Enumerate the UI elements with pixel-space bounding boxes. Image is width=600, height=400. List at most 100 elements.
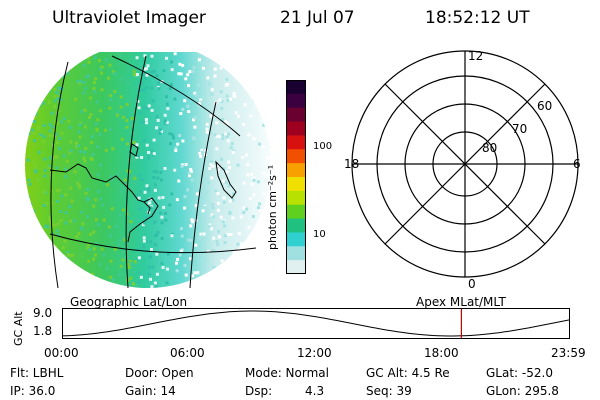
speckle-pixel xyxy=(176,142,180,146)
speckle-pixel xyxy=(221,136,225,140)
speckle-pixel xyxy=(143,190,147,194)
speckle-pixel xyxy=(118,273,122,277)
speckle-pixel xyxy=(30,81,34,85)
speckle-pixel xyxy=(227,166,231,169)
speckle-pixel xyxy=(160,221,164,225)
speckle-pixel xyxy=(78,123,82,127)
speckle-pixel xyxy=(235,277,239,281)
speckle-pixel xyxy=(143,54,147,58)
speckle-pixel xyxy=(47,81,51,85)
speckle-pixel xyxy=(121,258,125,262)
speckle-pixel xyxy=(169,142,173,146)
speckle-pixel xyxy=(269,156,270,160)
speckle-pixel xyxy=(29,221,33,225)
speckle-pixel xyxy=(45,235,49,239)
speckle-pixel xyxy=(149,206,153,210)
speckle-pixel xyxy=(262,265,266,269)
speckle-pixel xyxy=(245,153,248,157)
speckle-pixel xyxy=(145,86,149,90)
speckle-pixel xyxy=(198,102,201,106)
longitude-line xyxy=(189,101,217,288)
speckle-pixel xyxy=(65,159,69,163)
speckle-pixel xyxy=(166,267,169,271)
speckle-pixel xyxy=(258,202,262,206)
speckle-pixel xyxy=(94,77,98,81)
speckle-pixel xyxy=(93,253,97,257)
speckle-pixel xyxy=(213,133,217,137)
speckle-pixel xyxy=(216,168,220,172)
speckle-pixel xyxy=(199,154,203,158)
geographic-caption: Geographic Lat/Lon xyxy=(70,295,188,309)
speckle-pixel xyxy=(68,260,72,264)
speckle-pixel xyxy=(227,184,231,188)
speckle-pixel xyxy=(30,97,33,101)
speckle-pixel xyxy=(86,246,90,250)
speckle-pixel xyxy=(156,176,160,180)
speckle-pixel xyxy=(229,97,232,101)
speckle-pixel xyxy=(74,141,78,145)
speckle-pixel xyxy=(209,159,213,163)
speckle-pixel xyxy=(27,153,31,157)
speckle-pixel xyxy=(25,238,27,242)
speckle-pixel xyxy=(215,121,219,125)
speckle-pixel xyxy=(189,257,192,261)
speckle-pixel xyxy=(63,59,67,63)
speckle-pixel xyxy=(113,71,117,75)
speckle-pixel xyxy=(217,230,221,234)
speckle-pixel xyxy=(166,107,170,111)
speckle-pixel xyxy=(145,143,149,147)
speckle-pixel xyxy=(57,189,61,193)
speckle-pixel xyxy=(186,73,190,77)
speckle-pixel xyxy=(150,108,154,112)
speckle-pixel xyxy=(205,127,209,131)
speckle-pixel xyxy=(131,188,135,192)
speckle-pixel xyxy=(125,103,129,107)
speckle-pixel xyxy=(261,107,265,111)
speckle-pixel xyxy=(133,176,137,180)
speckle-pixel xyxy=(139,275,143,279)
speckle-pixel xyxy=(260,243,264,247)
speckle-pixel xyxy=(43,157,47,161)
speckle-pixel xyxy=(131,181,135,184)
speckle-pixel xyxy=(223,224,227,228)
info-dsp-value: 4.3 xyxy=(305,384,325,398)
colorbar-segment xyxy=(286,80,306,95)
speckle-pixel xyxy=(87,259,91,263)
speckle-pixel xyxy=(69,140,73,144)
speckle-pixel xyxy=(164,218,168,222)
alt-xtick-1: 06:00 xyxy=(170,346,205,360)
speckle-pixel xyxy=(43,69,47,73)
speckle-pixel xyxy=(191,220,194,224)
speckle-pixel xyxy=(123,256,127,260)
speckle-pixel xyxy=(109,127,113,131)
speckle-pixel xyxy=(157,81,160,85)
speckle-pixel xyxy=(202,232,206,236)
speckle-pixel xyxy=(94,198,98,202)
speckle-pixel xyxy=(210,176,214,180)
speckle-pixel xyxy=(189,224,193,228)
speckle-pixel xyxy=(92,204,96,208)
speckle-pixel xyxy=(258,60,262,63)
speckle-pixel xyxy=(225,170,229,174)
speckle-pixel xyxy=(27,195,31,199)
speckle-pixel xyxy=(203,258,207,262)
speckle-pixel xyxy=(135,155,139,159)
speckle-pixel xyxy=(152,170,156,174)
speckle-pixel xyxy=(193,271,197,275)
speckle-pixel xyxy=(68,126,72,129)
speckle-pixel xyxy=(61,246,65,250)
speckle-pixel xyxy=(197,83,200,87)
speckle-pixel xyxy=(25,237,28,241)
speckle-pixel xyxy=(59,218,63,222)
speckle-pixel xyxy=(193,137,196,141)
speckle-pixel xyxy=(53,94,57,98)
speckle-pixel xyxy=(250,182,254,186)
speckle-pixel xyxy=(77,184,81,188)
info-glon: GLon: 295.8 xyxy=(486,384,559,398)
speckle-pixel xyxy=(21,151,24,154)
speckle-pixel xyxy=(22,137,25,140)
speckle-pixel xyxy=(86,215,90,218)
speckle-pixel xyxy=(55,188,59,192)
speckle-pixel xyxy=(91,272,95,276)
speckle-pixel xyxy=(20,126,23,129)
